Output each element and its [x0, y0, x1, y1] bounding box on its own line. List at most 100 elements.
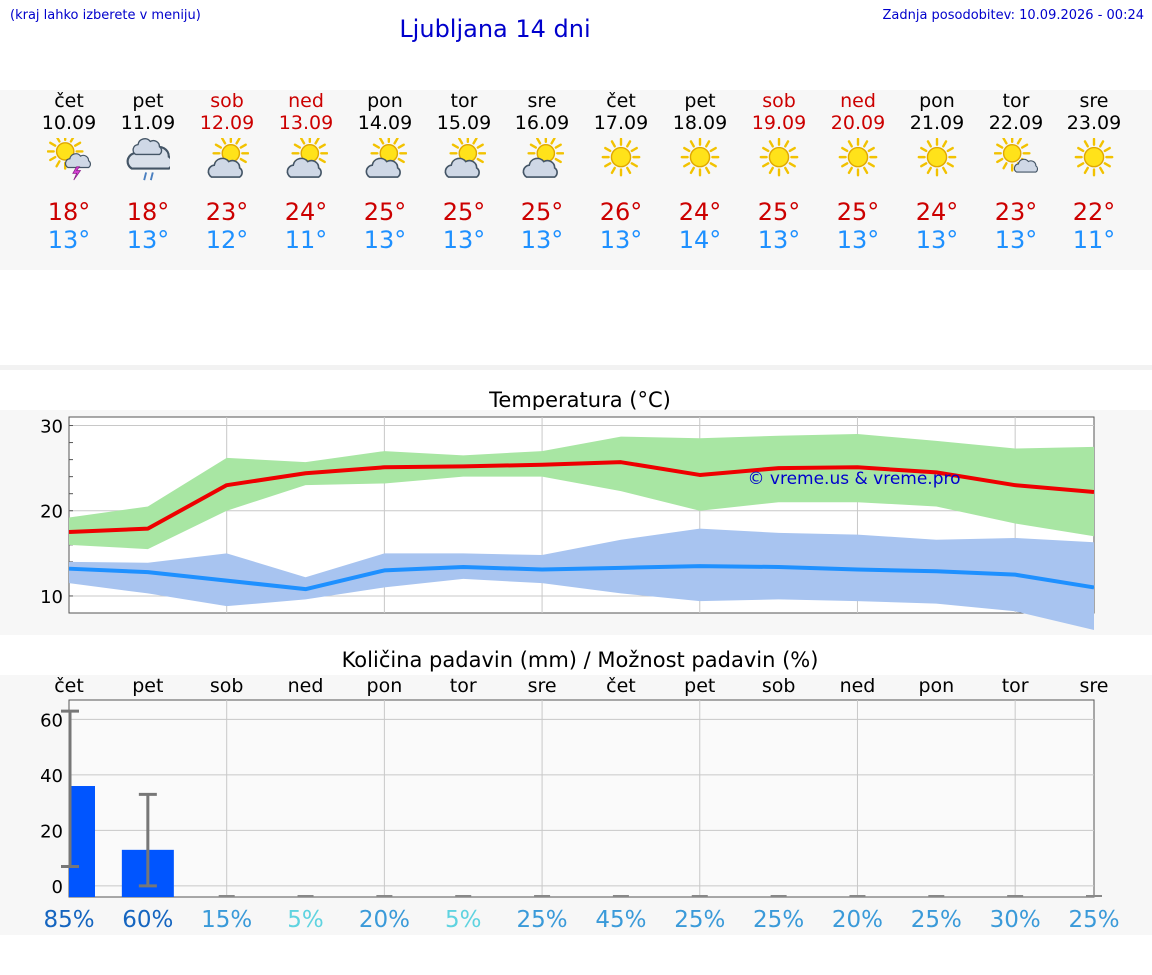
min-temperature: 11° — [284, 226, 328, 254]
precipitation-chart-title: Količina padavin (mm) / Možnost padavin … — [341, 648, 819, 672]
sun-cloud-icon — [286, 138, 328, 178]
min-temperature: 13° — [836, 226, 880, 254]
day-name: sre — [527, 90, 557, 112]
day-label: pon — [918, 675, 954, 697]
day-label: pon — [367, 675, 403, 697]
day-date: 18.09 — [672, 112, 728, 134]
day-label: pet — [684, 675, 715, 697]
min-temperature: 13° — [994, 226, 1038, 254]
y-tick-label: 0 — [52, 877, 63, 898]
min-temperature: 13° — [47, 226, 91, 254]
precip-probability: 25% — [911, 907, 962, 933]
day-label: tor — [450, 675, 477, 697]
max-temperature: 25° — [442, 198, 486, 226]
day-name: pet — [684, 90, 716, 112]
daily-forecast-panel: čet 10.09 18° 13° pet 11.09 18° 13° sob 12.09 23° 1… — [0, 90, 1152, 270]
day-label: sre — [528, 675, 557, 697]
sun-cloud-icon — [365, 138, 407, 178]
precip-probability: 5% — [287, 907, 324, 933]
day-date: 19.09 — [751, 112, 807, 134]
sun-icon — [601, 138, 641, 177]
precip-probability: 25% — [674, 907, 725, 933]
temperature-chart-title: Temperatura (°C) — [489, 388, 671, 412]
day-date: 21.09 — [909, 112, 965, 134]
day-date: 23.09 — [1066, 112, 1122, 134]
min-temperature: 13° — [442, 226, 486, 254]
day-date: 16.09 — [514, 112, 570, 134]
day-name: sre — [1079, 90, 1109, 112]
day-label: pet — [132, 675, 163, 697]
max-temperature: 23° — [994, 198, 1038, 226]
max-temperature: 22° — [1072, 198, 1116, 226]
day-label: sre — [1080, 675, 1109, 697]
day-date: 11.09 — [120, 112, 176, 134]
day-date: 14.09 — [357, 112, 413, 134]
precip-probability: 15% — [201, 907, 252, 933]
day-name: čet — [54, 90, 84, 112]
precip-probability: 20% — [359, 907, 410, 933]
day-date: 12.09 — [199, 112, 255, 134]
max-temperature: 23° — [205, 198, 249, 226]
max-temperature: 18° — [126, 198, 170, 226]
cloud-rain-icon — [126, 138, 170, 181]
watermark: © vreme.us & vreme.pro — [747, 469, 960, 489]
day-date: 17.09 — [593, 112, 649, 134]
min-temp-line — [68, 564, 1095, 592]
day-label: sob — [210, 675, 244, 697]
max-temperature: 25° — [757, 198, 801, 226]
min-temperature: 13° — [363, 226, 407, 254]
max-temp-line — [68, 460, 1095, 535]
max-temperature: 26° — [599, 198, 643, 226]
min-temperature: 12° — [205, 226, 249, 254]
day-name: sob — [210, 90, 244, 112]
day-label: ned — [288, 675, 324, 697]
max-temperature: 25° — [520, 198, 564, 226]
precip-probability: 25% — [753, 907, 804, 933]
precip-probability: 25% — [1068, 907, 1119, 933]
precip-probability: 85% — [43, 907, 94, 933]
day-date: 20.09 — [830, 112, 886, 134]
precip-bar — [69, 786, 95, 897]
max-temperature: 25° — [363, 198, 407, 226]
day-label: ned — [840, 675, 876, 697]
precip-probability: 25% — [517, 907, 568, 933]
precip-probability: 20% — [832, 907, 883, 933]
day-name: pon — [919, 90, 955, 112]
y-tick-label: 20 — [40, 821, 63, 842]
y-tick-label: 10 — [40, 587, 63, 608]
y-tick-label: 20 — [40, 502, 63, 523]
day-date: 13.09 — [278, 112, 334, 134]
location-menu-hint: (kraj lahko izberete v meniju) — [10, 8, 201, 23]
y-tick-label: 60 — [40, 710, 63, 731]
y-tick-label: 40 — [40, 766, 63, 787]
min-temp-band — [69, 528, 1094, 631]
precip-probability: 30% — [990, 907, 1041, 933]
max-temperature: 18° — [47, 198, 91, 226]
plot-area — [68, 699, 1095, 898]
precip-probability: 5% — [445, 907, 482, 933]
min-temperature: 11° — [1072, 226, 1116, 254]
page-title: Ljubljana 14 dni — [399, 15, 591, 43]
max-temp-band — [69, 434, 1094, 550]
max-temperature: 24° — [915, 198, 959, 226]
sun-icon — [680, 138, 720, 177]
min-temperature: 14° — [678, 226, 722, 254]
sun-small-cloud-icon — [994, 138, 1038, 173]
day-name: tor — [450, 90, 478, 112]
day-name: čet — [606, 90, 636, 112]
day-date: 15.09 — [436, 112, 492, 134]
divider — [0, 365, 1152, 370]
day-name: tor — [1002, 90, 1030, 112]
sun-icon — [917, 138, 957, 177]
day-date: 22.09 — [988, 112, 1044, 134]
sun-cloud-icon — [207, 138, 249, 178]
temperature-chart: 10 20 30 © vreme.us & vreme.pro — [40, 416, 1095, 631]
day-date: 10.09 — [41, 112, 97, 134]
max-temperature: 24° — [284, 198, 328, 226]
day-name: ned — [840, 90, 876, 112]
day-name: pon — [367, 90, 403, 112]
day-label: čet — [54, 675, 84, 697]
min-temperature: 13° — [915, 226, 959, 254]
max-temperature: 24° — [678, 198, 722, 226]
sun-icon — [1074, 138, 1114, 177]
